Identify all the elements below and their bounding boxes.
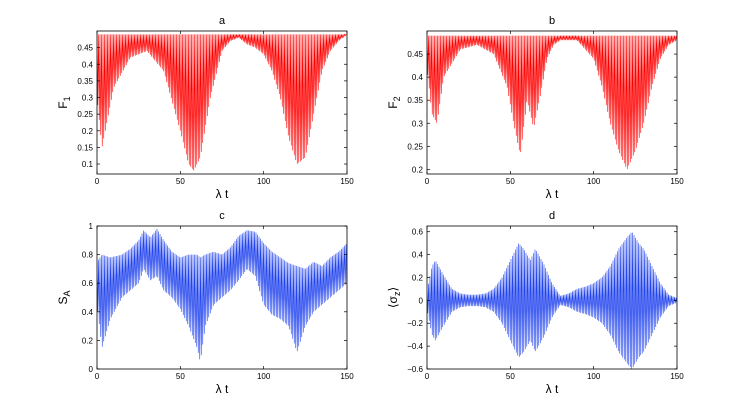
y-axis-label-main: ⟨σ xyxy=(386,295,400,308)
y-axis-label-sub: 1 xyxy=(62,96,72,101)
y-tick-label: 0.4 xyxy=(82,308,94,317)
x-tick-label: 150 xyxy=(340,177,354,186)
y-axis-label-main: F xyxy=(386,101,400,108)
y-axis-label-main: S xyxy=(56,297,70,305)
y-tick-label: 0.2 xyxy=(412,165,424,174)
y-axis-label: SA xyxy=(56,290,72,304)
axes-frame xyxy=(426,225,678,370)
y-tick-label: −0.4 xyxy=(407,342,423,351)
axes-frame xyxy=(96,30,348,175)
panel-b: 0 50 100 150 0.2 0.25 0.3 0.35 0.4 0.45 b λ t F2 xyxy=(386,15,684,201)
y-tick-label: 0.2 xyxy=(412,273,424,282)
y-axis-label-main: F xyxy=(56,101,70,108)
y-tick-label: −0.6 xyxy=(407,365,423,374)
series-line-a xyxy=(97,33,347,171)
y-tick-label: 0.45 xyxy=(407,50,423,59)
panel-c: 0 50 100 150 0 0.2 0.4 0.6 0.8 1 c λ t SA xyxy=(56,210,354,396)
x-tick-label: 100 xyxy=(257,177,271,186)
x-tick-label: 100 xyxy=(587,177,601,186)
y-tick-label: 0.35 xyxy=(77,77,93,86)
x-tick-label: 0 xyxy=(425,372,430,381)
panel-a: 0 50 100 150 0.1 0.15 0.2 0.25 0.3 0.35 0.4 0.45 a λ … xyxy=(56,15,354,201)
y-tick-label: 0.25 xyxy=(407,142,423,151)
x-tick-label: 100 xyxy=(257,372,271,381)
y-tick-label: 0.15 xyxy=(77,143,93,152)
y-axis-label-sub: 2 xyxy=(392,96,402,101)
y-tick-label: 0.4 xyxy=(412,73,424,82)
axes-frame xyxy=(426,30,678,175)
x-tick-label: 0 xyxy=(95,177,100,186)
y-tick-label: 0 xyxy=(89,365,94,374)
y-tick-label: 0.3 xyxy=(412,119,424,128)
panel-title: a xyxy=(219,15,226,27)
y-tick-label: 0.4 xyxy=(412,251,424,260)
x-tick-label: 150 xyxy=(670,177,684,186)
y-axis-label-sub: z xyxy=(392,291,402,296)
x-tick-label: 0 xyxy=(95,372,100,381)
panel-title: c xyxy=(219,210,225,222)
x-tick-label: 0 xyxy=(425,177,430,186)
y-tick-label: 1 xyxy=(89,222,94,231)
y-tick-label: 0.6 xyxy=(82,279,94,288)
x-tick-label: 50 xyxy=(176,372,185,381)
x-axis-label: λ t xyxy=(216,187,229,201)
y-axis-label: ⟨σz⟩ xyxy=(386,287,402,308)
x-tick-label: 50 xyxy=(176,177,185,186)
y-axis-label-close: ⟩ xyxy=(386,287,400,292)
y-tick-label: 0.6 xyxy=(412,228,424,237)
y-tick-label: 0 xyxy=(419,296,424,305)
y-axis-label: F2 xyxy=(386,96,402,108)
y-tick-label: 0.3 xyxy=(82,94,94,103)
x-axis-label: λ t xyxy=(546,382,559,396)
y-axis-label: F1 xyxy=(56,96,72,108)
x-tick-label: 100 xyxy=(587,372,601,381)
x-tick-label: 150 xyxy=(340,372,354,381)
series-line-b xyxy=(427,35,677,169)
series-line-c xyxy=(97,228,347,360)
y-tick-label: −0.2 xyxy=(407,319,423,328)
y-tick-label: 0.45 xyxy=(77,44,93,53)
x-tick-label: 50 xyxy=(506,177,515,186)
y-tick-label: 0.2 xyxy=(82,336,94,345)
y-tick-label: 0.2 xyxy=(82,127,94,136)
x-tick-label: 50 xyxy=(506,372,515,381)
y-tick-label: 0.8 xyxy=(82,251,94,260)
axes-frame xyxy=(96,225,348,370)
panel-title: b xyxy=(549,15,555,27)
panel-d: 0 50 100 150 −0.6 −0.4 −0.2 0 0.2 0.4 0.6 d λ t ⟨σz⟩ xyxy=(386,210,684,396)
x-tick-label: 150 xyxy=(670,372,684,381)
series-line-d xyxy=(427,232,677,369)
x-axis-label: λ t xyxy=(216,382,229,396)
y-tick-label: 0.4 xyxy=(82,60,94,69)
y-axis-label-sub: A xyxy=(62,290,72,296)
y-tick-label: 0.25 xyxy=(77,110,93,119)
x-axis-label: λ t xyxy=(546,187,559,201)
y-tick-label: 0.1 xyxy=(82,160,94,169)
panel-title: d xyxy=(549,210,555,222)
y-tick-label: 0.35 xyxy=(407,96,423,105)
